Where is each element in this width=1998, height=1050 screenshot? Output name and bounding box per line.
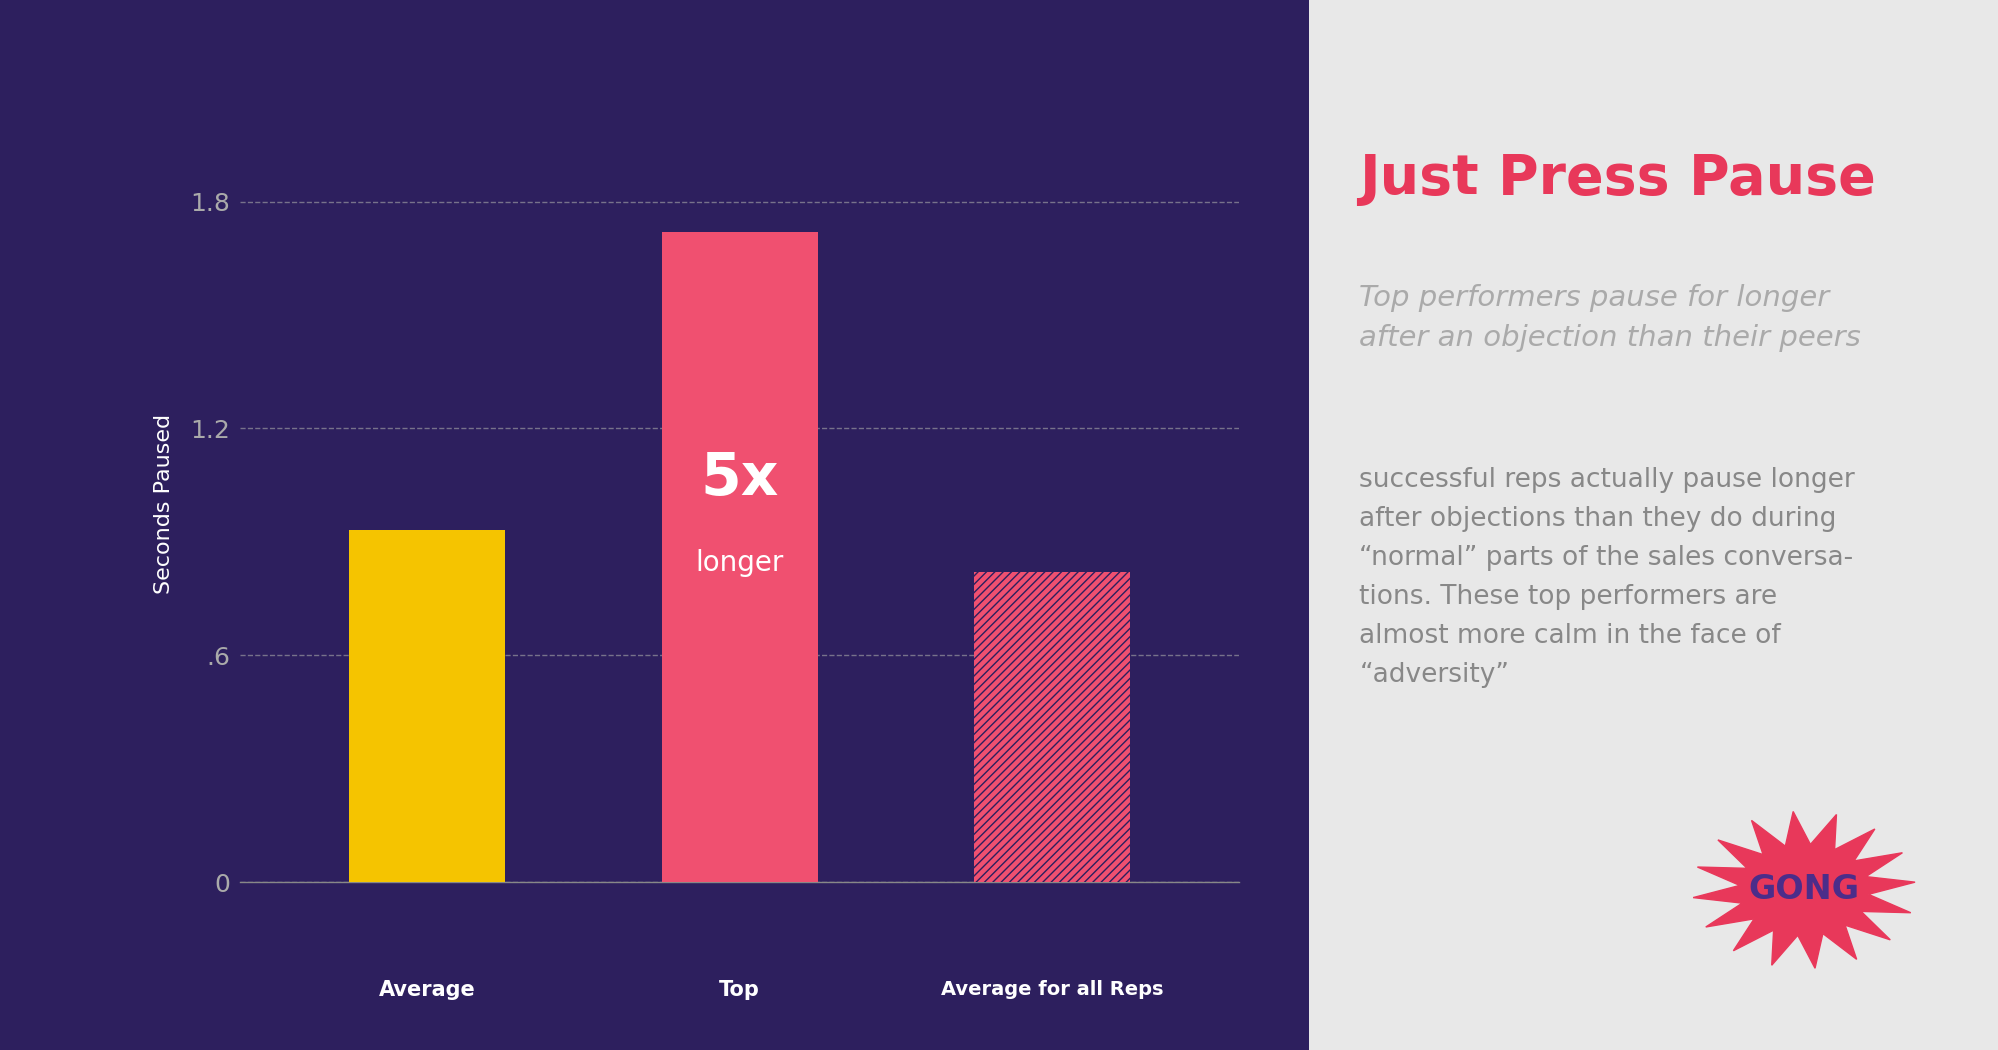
Text: Just Press Pause: Just Press Pause <box>1359 152 1876 206</box>
Bar <box>350 530 505 882</box>
Text: longer: longer <box>695 549 783 578</box>
Text: 5x: 5x <box>699 450 779 507</box>
Text: successful reps actually pause longer
after objections than they do during
“norm: successful reps actually pause longer af… <box>1359 467 1854 688</box>
Polygon shape <box>1692 812 1914 968</box>
Text: Top: Top <box>719 981 759 1001</box>
Text: GONG: GONG <box>1748 874 1858 906</box>
Bar <box>661 232 817 882</box>
Text: Average for all Reps: Average for all Reps <box>941 981 1163 1000</box>
Text: Average: Average <box>380 981 476 1001</box>
Bar <box>973 572 1129 882</box>
Text: Top performers pause for longer
after an objection than their peers: Top performers pause for longer after an… <box>1359 284 1860 352</box>
Bar <box>973 572 1129 882</box>
Y-axis label: Seconds Paused: Seconds Paused <box>154 414 174 594</box>
